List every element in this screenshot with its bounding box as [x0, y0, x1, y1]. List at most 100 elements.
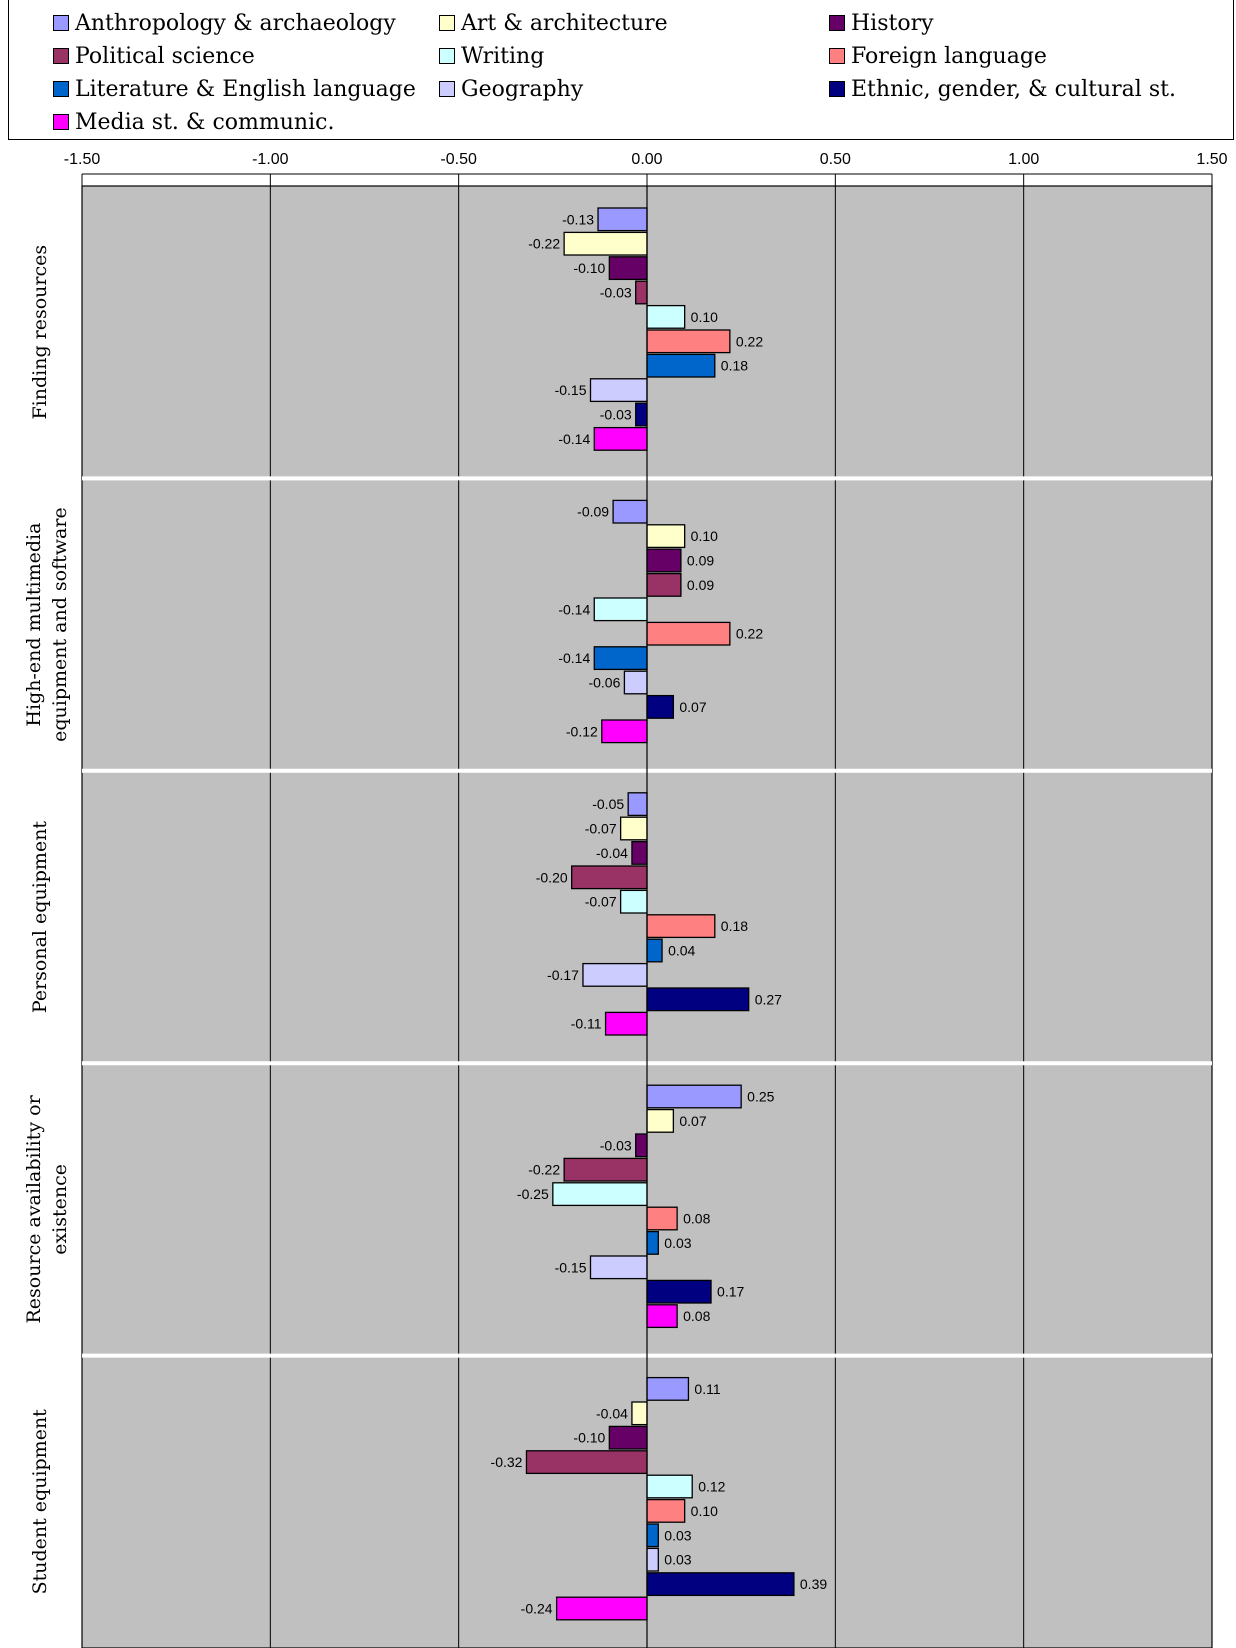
- x-tick-label: 0.50: [820, 151, 851, 168]
- bar: [555, 1596, 648, 1621]
- bar: [612, 499, 648, 524]
- legend-swatch: [53, 48, 69, 64]
- data-label: 0.18: [721, 918, 748, 934]
- bar: [571, 865, 648, 890]
- bar: [646, 548, 682, 573]
- legend-label: Ethnic, gender, & cultural st.: [851, 76, 1176, 102]
- bar: [646, 938, 663, 963]
- data-label: -0.22: [528, 1162, 560, 1178]
- legend-label: Art & architecture: [461, 10, 668, 36]
- bar: [646, 1376, 690, 1401]
- data-label: 0.11: [694, 1381, 720, 1397]
- bar: [593, 597, 648, 622]
- data-label: -0.24: [521, 1601, 553, 1617]
- data-label: 0.08: [683, 1308, 710, 1324]
- bar: [646, 1498, 686, 1523]
- data-label: 0.07: [679, 1113, 706, 1129]
- bar: [552, 1182, 648, 1207]
- legend-swatch: [829, 15, 845, 31]
- bar: [601, 719, 648, 744]
- data-label: -0.11: [571, 1016, 602, 1032]
- bar: [608, 256, 648, 281]
- bar: [631, 1401, 648, 1426]
- bar: [646, 914, 716, 939]
- data-label: 0.03: [664, 1527, 691, 1543]
- data-label: 0.18: [721, 358, 748, 374]
- bar: [646, 353, 716, 378]
- bar: [646, 1108, 675, 1133]
- category-label-line: Finding resources: [29, 245, 51, 420]
- category-label: Finding resources: [29, 245, 51, 420]
- data-label: -0.09: [577, 504, 609, 520]
- bar: [646, 329, 731, 354]
- data-label: 0.09: [687, 577, 714, 593]
- legend-swatch: [829, 48, 845, 64]
- bar: [589, 1255, 648, 1280]
- data-label: 0.10: [691, 309, 718, 325]
- category-label-line: High-end multimedia: [23, 523, 45, 727]
- bar: [563, 1157, 648, 1182]
- x-tick-label: 1.50: [1196, 151, 1227, 168]
- data-label: 0.04: [668, 943, 695, 959]
- data-label: -0.22: [528, 236, 560, 252]
- data-label: 0.10: [691, 528, 718, 544]
- category-label: Student equipment: [29, 1409, 51, 1595]
- category-label: Resource availability or existence: [23, 1094, 71, 1323]
- bar: [635, 280, 648, 305]
- legend-swatch: [829, 81, 845, 97]
- data-label: 0.10: [691, 1503, 718, 1519]
- x-tick-label: -1.00: [252, 151, 289, 168]
- legend-item: Ethnic, gender, & cultural st.: [829, 74, 1176, 104]
- x-tick-label: 1.00: [1008, 151, 1039, 168]
- bar: [635, 402, 648, 427]
- data-label: -0.03: [600, 407, 632, 423]
- bar: [593, 426, 648, 451]
- bar: [635, 1133, 648, 1158]
- bar: [646, 1304, 678, 1329]
- legend-label: Literature & English language: [75, 76, 416, 102]
- bar: [646, 572, 682, 597]
- legend-label: History: [851, 10, 934, 36]
- data-label: -0.15: [555, 382, 587, 398]
- legend-label: Media st. & communic.: [75, 109, 335, 135]
- data-label: -0.13: [562, 211, 594, 227]
- bar: [646, 1279, 712, 1304]
- legend-label: Geography: [461, 76, 584, 102]
- bar: [589, 378, 648, 403]
- legend-item: History: [829, 8, 934, 38]
- data-label: 0.25: [747, 1089, 774, 1105]
- x-tick-label: -0.50: [440, 151, 477, 168]
- data-label: -0.14: [558, 601, 590, 617]
- bar: [646, 1547, 659, 1572]
- legend: Anthropology & archaeology Art & architec…: [8, 0, 1234, 140]
- data-label: -0.04: [596, 845, 628, 861]
- bar: [646, 621, 731, 646]
- bar: [646, 1523, 659, 1548]
- legend-item: Literature & English language: [53, 74, 416, 104]
- data-label: -0.06: [588, 675, 620, 691]
- bar: [623, 670, 648, 695]
- data-label: -0.03: [600, 1137, 632, 1153]
- data-label: -0.32: [491, 1454, 523, 1470]
- data-label: -0.25: [517, 1186, 549, 1202]
- data-label: -0.14: [558, 431, 590, 447]
- bar: [646, 1084, 742, 1109]
- x-tick-label: 0.00: [631, 151, 662, 168]
- data-label: 0.08: [683, 1211, 710, 1227]
- bar: [619, 816, 648, 841]
- category-label-line: Student equipment: [29, 1409, 51, 1595]
- data-label: -0.04: [596, 1405, 628, 1421]
- legend-swatch: [439, 48, 455, 64]
- data-label: 0.09: [687, 553, 714, 569]
- data-label: -0.10: [573, 1430, 605, 1446]
- bar: [646, 987, 750, 1012]
- bar: [627, 792, 648, 817]
- data-label: -0.07: [585, 894, 617, 910]
- data-label: 0.39: [800, 1576, 827, 1592]
- bar: [582, 962, 648, 987]
- legend-swatch: [53, 114, 69, 130]
- bar: [646, 1206, 678, 1231]
- bar: [604, 1011, 648, 1036]
- bar: [619, 889, 648, 914]
